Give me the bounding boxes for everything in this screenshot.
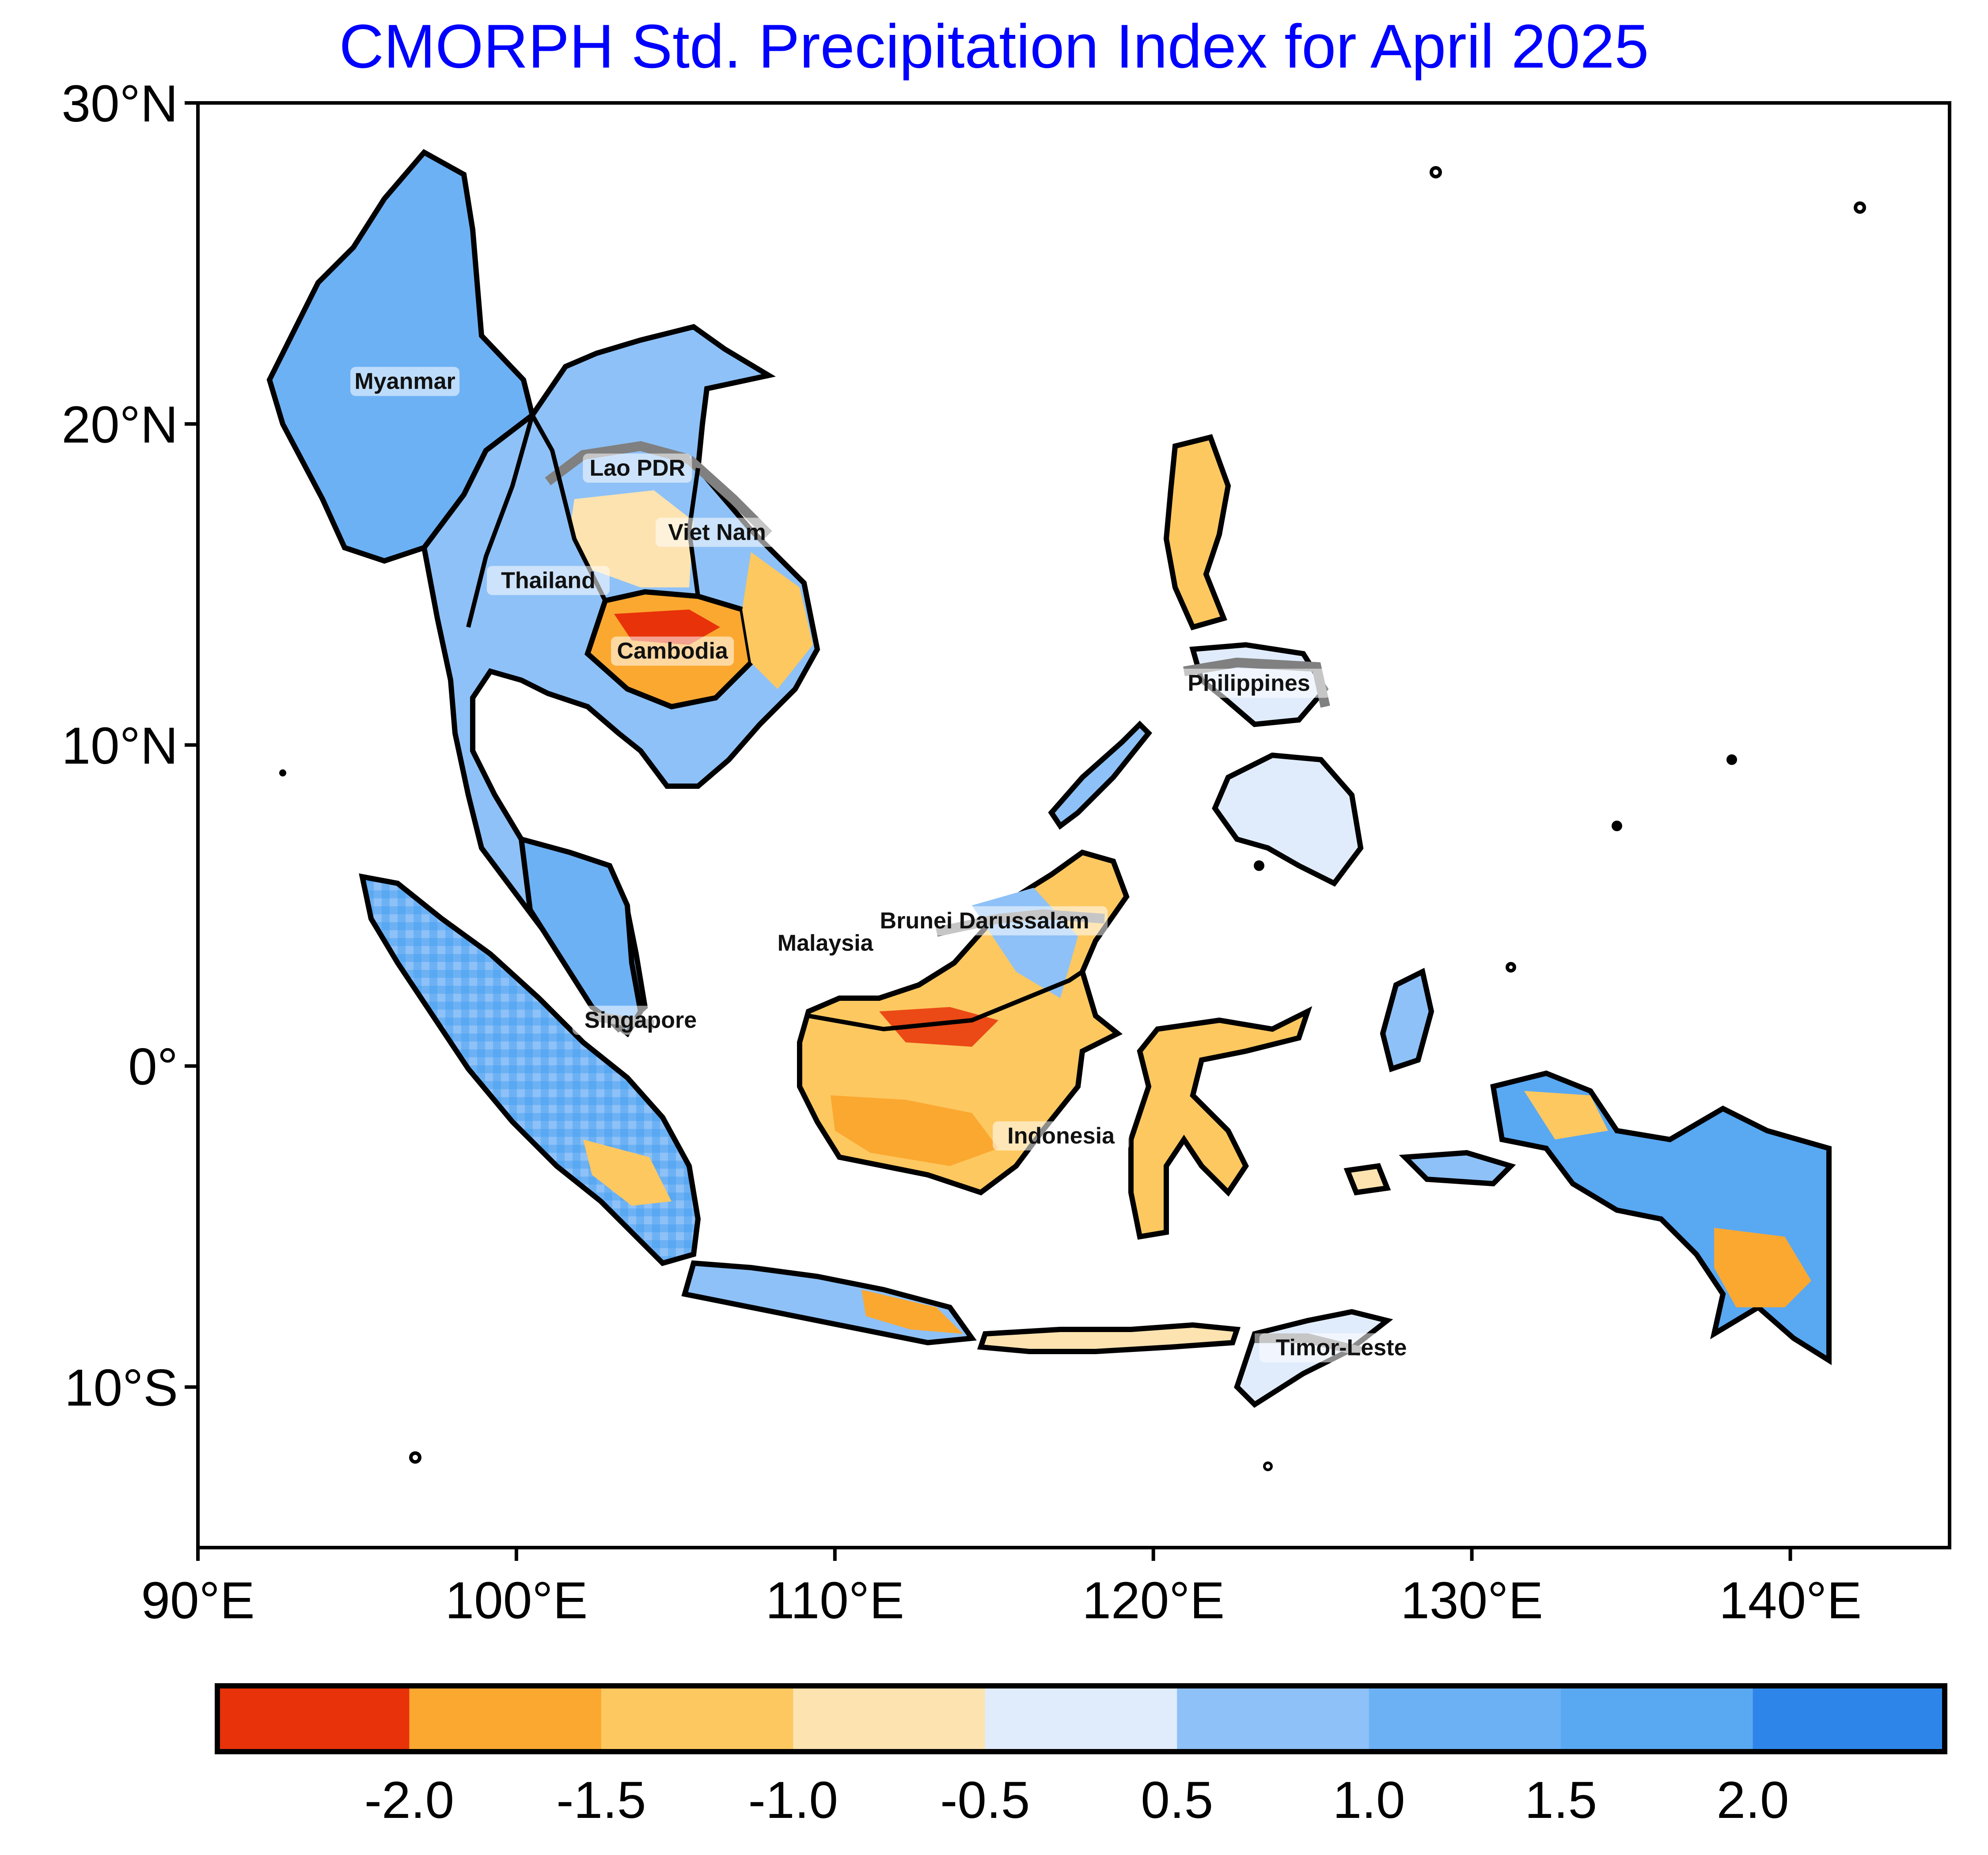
dry-patch-borneo-south [831,1095,998,1166]
country-label-bg [572,1006,709,1035]
colorbar-swatch [601,1686,794,1752]
dry-patch-cambodia [614,610,720,645]
country-label-bg [861,906,1108,935]
colorbar-frame [215,1683,1947,1754]
dry-patch-laos [570,490,694,587]
country-label-thailand: Thailand [501,568,596,593]
country-label-timor-leste: Timor-Leste [1276,1335,1407,1361]
country-label-viet-nam: Viet Nam [668,519,766,545]
colorbar-swatch [1369,1686,1562,1752]
colorbar-labels: -2.0 -1.5 -1.0 -0.5 0.5 1.0 1.5 2.0 [364,1771,1789,1829]
country-label-bg [1167,668,1331,698]
map-title: CMORPH Std. Precipitation Index for Apri… [339,11,1649,81]
island-small-7 [279,769,286,776]
lon-tick-label: 120°E [1082,1571,1225,1630]
lon-tick-label: 100°E [445,1571,588,1630]
dry-patch-sumatra [583,1140,672,1206]
colorbar-tick-label: -2.0 [364,1771,454,1829]
colorbar-swatch [1561,1686,1753,1752]
colorbar-swatches [217,1686,1945,1752]
island-small-2 [1854,201,1866,214]
country-label-bg [611,636,734,666]
island-small-3 [1726,754,1737,765]
country-label-cambodia: Cambodia [617,638,728,664]
colorbar-tick-label: 0.5 [1141,1771,1213,1829]
colorbar-tick-label: 1.0 [1333,1771,1405,1829]
colorbar-tick-label: -1.0 [748,1771,838,1829]
country-label-bg [487,566,610,595]
lat-tick-label: 0° [128,1038,178,1096]
island-small-8 [1506,962,1516,973]
colorbar-swatch [1177,1686,1370,1752]
country-label-singapore: Singapore [584,1007,697,1033]
border-borneo-split [808,969,1084,1032]
country-label-philippines: Philippines [1187,670,1310,696]
plot-frame [196,101,1951,1549]
colorbar-tick-label: -0.5 [940,1771,1030,1829]
border-laos [545,441,690,485]
colorbar-swatch [985,1686,1178,1752]
land-myanmar [266,149,535,564]
lat-tick-label: 10°S [64,1359,178,1417]
colorbar-swatch [1753,1686,1945,1752]
island-small-4 [1612,821,1622,831]
land-luzon [1163,434,1231,631]
lat-tick-label: 10°N [61,717,178,775]
colorbar-tick-label: 1.5 [1525,1771,1597,1829]
dry-patch-new-guinea [1714,1228,1811,1307]
border-internal-c [466,414,535,628]
country-label-bg [1259,1333,1423,1363]
lon-tick-label: 140°E [1719,1571,1862,1630]
colorbar-tick-label: 2.0 [1717,1771,1789,1829]
lat-tick-label: 20°N [61,396,178,454]
dry-patch-bird-head [1524,1091,1608,1140]
country-label-bg [350,367,460,396]
land-sulawesi [1128,1006,1313,1240]
land-seram [1399,1150,1516,1187]
dry-patch-vietnam [742,552,813,689]
colorbar-swatch [793,1686,986,1752]
axis-ticks: 30°N 20°N 10°N 0° 10°S 90°E 100°E 110°E 120°E 130… [61,75,1862,1630]
country-label-malaysia: Malaysia [778,931,874,956]
island-small-9 [1263,1461,1273,1471]
land-palawan [1048,720,1153,830]
island-small-6 [409,1451,421,1464]
border-internal-b [687,468,743,612]
country-label-brunei-darussalam: Brunei Darussalam [880,908,1089,934]
colorbar-swatch [409,1686,602,1752]
island-small-1 [1430,166,1442,178]
colorbar-tick-label: -1.5 [556,1771,646,1829]
island-small-5 [1254,860,1264,871]
colorbar: -2.0 -1.5 -1.0 -0.5 0.5 1.0 1.5 2.0 [215,1683,1947,1829]
country-label-bg [656,518,779,547]
country-label-indonesia: Indonesia [1007,1123,1115,1149]
lat-tick-label: 30°N [61,75,178,133]
country-label-lao-pdr: Lao PDR [590,455,686,481]
land-mindanao [1212,752,1364,887]
dry-patch-java [861,1290,963,1334]
land-lesser-sunda [977,1322,1241,1354]
colorbar-swatch [217,1686,410,1752]
country-labels: Myanmar Lao PDR Viet Nam Thailand Cambodia Ph… [350,367,1423,1363]
dry-patch-borneo-north [879,1007,998,1047]
country-label-bg [764,928,887,958]
land-halmahera [1380,968,1434,1072]
country-label-bg [583,453,692,483]
border-internal-a [530,414,607,602]
land-buru [1343,1163,1391,1196]
lon-tick-label: 110°E [766,1571,904,1630]
country-label-myanmar: Myanmar [354,369,455,394]
lon-tick-label: 90°E [141,1571,254,1630]
lon-tick-label: 130°E [1400,1571,1543,1630]
country-label-bg [993,1121,1130,1151]
